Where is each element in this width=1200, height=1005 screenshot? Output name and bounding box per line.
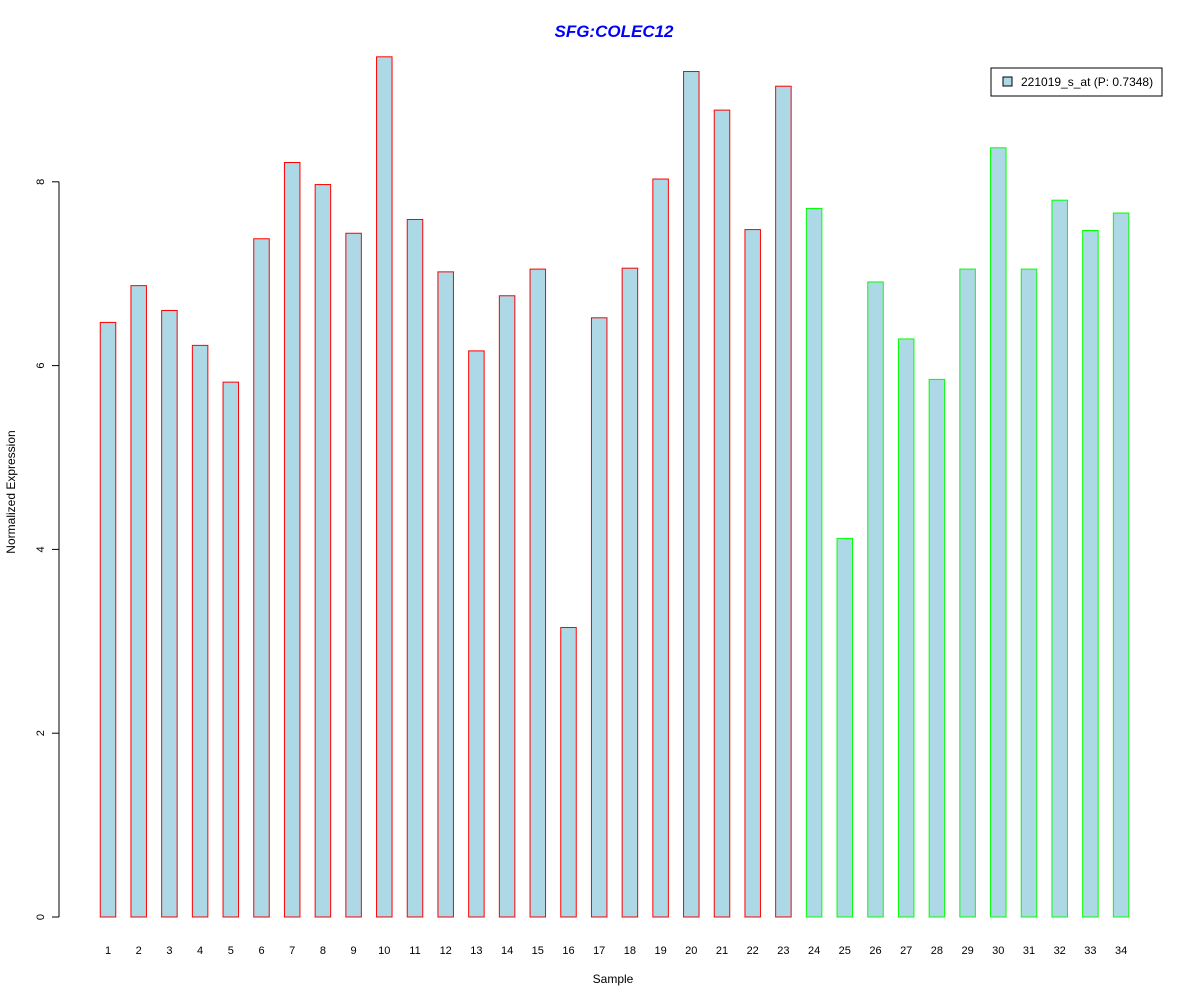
bar — [161, 309, 178, 918]
bar — [652, 178, 669, 918]
x-tick-label: 2 — [136, 945, 142, 957]
bar — [928, 378, 946, 918]
x-tick-label: 6 — [258, 945, 264, 957]
bar — [498, 295, 516, 918]
bar — [222, 381, 240, 918]
y-axis-label: Normalized Expression — [4, 430, 18, 553]
x-tick-label: 25 — [839, 945, 851, 957]
bar — [191, 344, 209, 918]
x-tick-label: 31 — [1023, 945, 1035, 957]
bar — [713, 109, 731, 918]
y-tick-label: 2 — [35, 730, 47, 736]
bar — [1112, 212, 1130, 918]
legend-label: 221019_s_at (P: 0.7348) — [1021, 75, 1153, 89]
bar — [253, 238, 270, 918]
bar — [744, 229, 761, 918]
x-tick-label: 27 — [900, 945, 912, 957]
legend: 221019_s_at (P: 0.7348) — [990, 67, 1163, 97]
x-tick-label: 7 — [289, 945, 295, 957]
y-tick-label: 8 — [35, 179, 47, 185]
bar — [130, 285, 147, 918]
bar — [897, 338, 915, 918]
x-tick-label: 13 — [470, 945, 482, 957]
bars-group — [99, 56, 1130, 918]
x-tick-label: 20 — [685, 945, 697, 957]
x-tick-label: 32 — [1054, 945, 1066, 957]
y-tick-label: 6 — [35, 363, 47, 369]
x-tick-label: 22 — [747, 945, 759, 957]
bar — [314, 184, 332, 918]
x-tick-label: 30 — [992, 945, 1004, 957]
x-tick-label: 21 — [716, 945, 728, 957]
x-tick-label: 11 — [409, 945, 420, 957]
y-tick-label: 4 — [35, 546, 47, 552]
x-tick-label: 17 — [593, 945, 605, 957]
x-tick-label: 33 — [1084, 945, 1096, 957]
x-tick-label: 16 — [562, 945, 574, 957]
bar — [867, 281, 884, 918]
x-tick-label: 8 — [320, 945, 326, 957]
x-tick-label: 15 — [532, 945, 544, 957]
bar — [805, 207, 823, 918]
x-tick-label: 4 — [197, 945, 203, 957]
x-tick-label: 29 — [961, 945, 973, 957]
x-tick-label: 28 — [931, 945, 943, 957]
x-tick-label: 9 — [351, 945, 357, 957]
x-tick-labels: 1 2 3 4 5 6 7 8 9 10 11 12 13 14 15 16 17 18 19 20 21 22 23 24 2… — [105, 945, 1127, 957]
x-tick-label: 3 — [166, 945, 172, 957]
x-tick-label: 26 — [869, 945, 881, 957]
bar — [683, 71, 700, 918]
bar — [99, 321, 117, 918]
bar — [283, 162, 301, 918]
y-axis: 0 2 4 6 8 — [35, 179, 60, 920]
x-tick-label: 34 — [1115, 945, 1127, 957]
x-tick-label: 18 — [624, 945, 636, 957]
x-tick-label: 10 — [378, 945, 390, 957]
bar — [990, 147, 1007, 918]
bar — [836, 537, 854, 918]
x-tick-label: 14 — [501, 945, 513, 957]
bar — [345, 232, 362, 918]
x-tick-label: 12 — [440, 945, 452, 957]
bar — [775, 85, 792, 918]
bar — [959, 268, 976, 918]
bar — [529, 268, 547, 918]
legend-swatch — [1002, 76, 1013, 87]
x-axis-label: Sample — [593, 972, 634, 986]
x-tick-label: 1 — [105, 945, 111, 957]
bar — [590, 317, 608, 918]
y-tick-label: 0 — [35, 914, 47, 920]
bar — [406, 218, 424, 918]
x-tick-label: 24 — [808, 945, 820, 957]
bar — [1020, 268, 1038, 918]
bar — [1082, 230, 1099, 918]
x-tick-label: 19 — [654, 945, 666, 957]
bar — [376, 56, 393, 918]
bar — [437, 271, 454, 918]
legend-box — [990, 67, 1163, 97]
chart-title: SFG:COLEC12 — [554, 22, 674, 41]
bar — [1051, 199, 1068, 918]
bar — [468, 350, 485, 918]
bar — [560, 627, 577, 918]
bar — [621, 267, 639, 918]
x-tick-label: 23 — [777, 945, 789, 957]
x-tick-label: 5 — [228, 945, 234, 957]
